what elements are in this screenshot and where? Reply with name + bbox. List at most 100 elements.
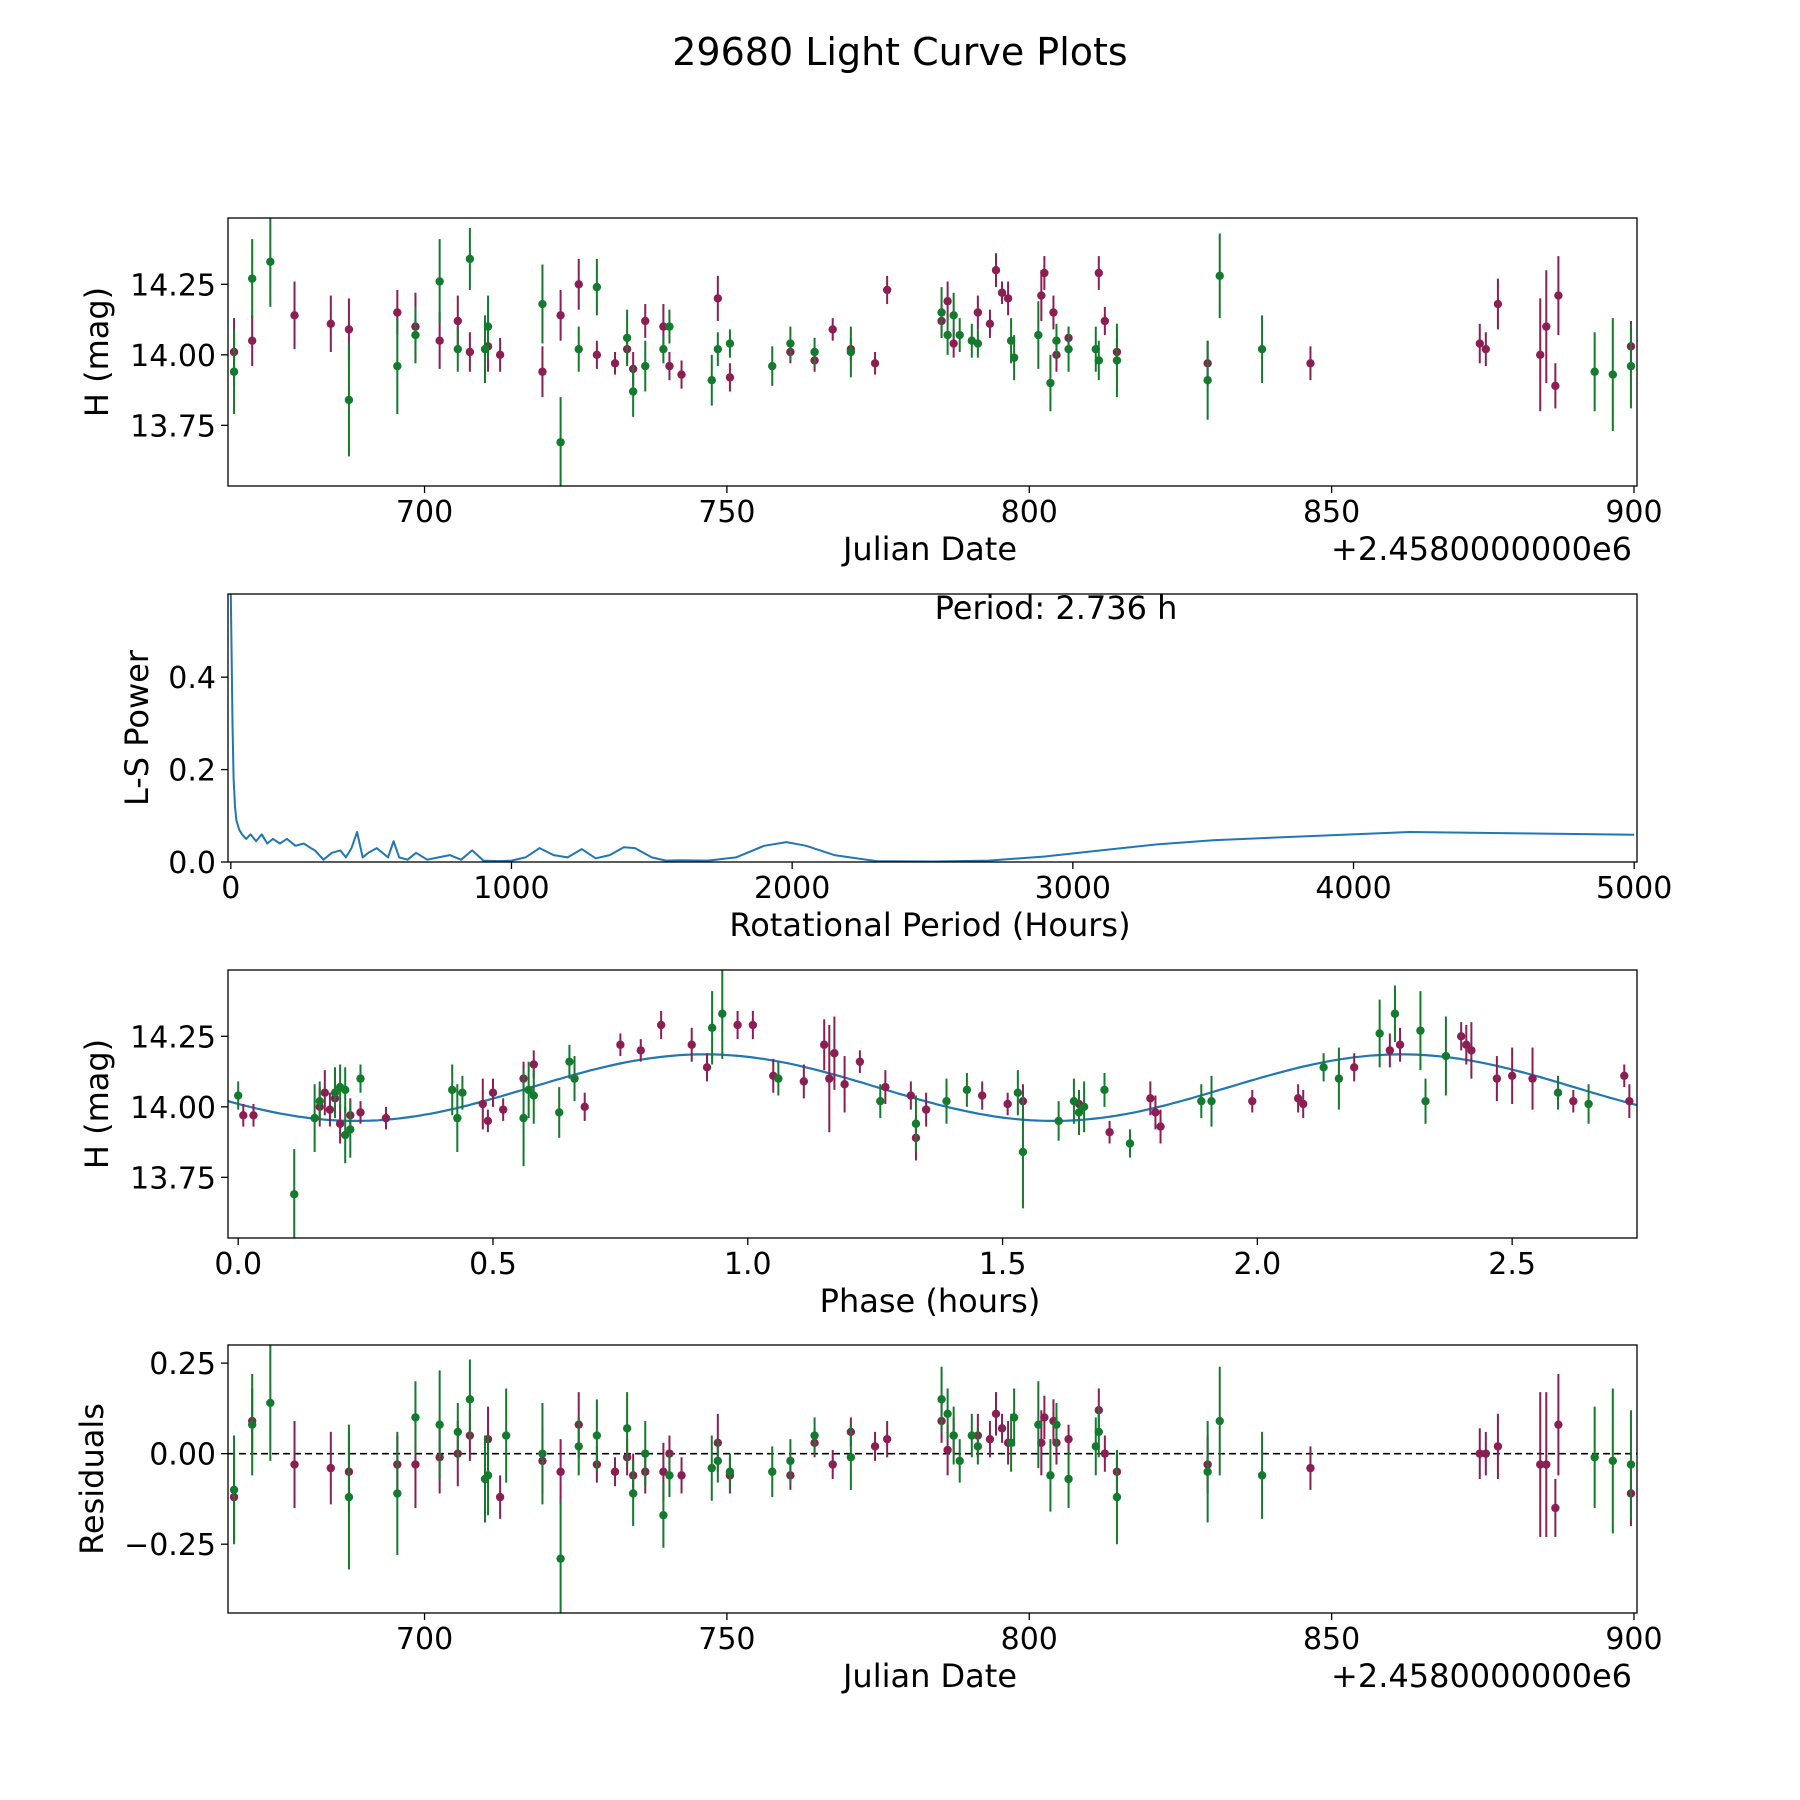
x-tick-label: 700 [396, 1622, 453, 1657]
data-point [855, 1057, 865, 1066]
data-point [1626, 1460, 1636, 1469]
data-point [1467, 1046, 1476, 1055]
data-point [1475, 1449, 1484, 1458]
data-point [1528, 1074, 1537, 1083]
data-point [949, 1431, 958, 1440]
data-point [943, 1409, 952, 1419]
data-point [876, 1096, 885, 1106]
data-point [1536, 350, 1545, 360]
data-point [247, 336, 257, 345]
data-point [1416, 1026, 1425, 1035]
data-point [393, 308, 402, 317]
data-point [1507, 1071, 1517, 1080]
data-point [495, 1492, 505, 1502]
data-point [266, 257, 275, 266]
x-tick-label: 850 [1303, 495, 1360, 530]
data-point [1091, 344, 1100, 354]
lc-marks [229, 218, 1636, 486]
data-point [656, 1020, 666, 1030]
data-point [1203, 376, 1212, 385]
data-point [435, 277, 444, 286]
data-point [229, 367, 239, 376]
data-point [707, 376, 716, 385]
data-point [344, 1492, 354, 1502]
data-point [1421, 1096, 1430, 1106]
data-point [659, 344, 668, 354]
data-point [592, 350, 602, 360]
data-point [356, 1074, 365, 1083]
panel-light-curve: 700 750 800 850 900 13.75 14.00 14.25 Julian Da… [78, 217, 1663, 568]
data-point [1620, 1071, 1629, 1080]
data-point [519, 1113, 528, 1123]
data-point [538, 367, 547, 376]
data-point [991, 1409, 1001, 1419]
data-point [786, 339, 795, 348]
data-point [955, 1456, 964, 1466]
data-point [290, 311, 299, 320]
data-point [1299, 1099, 1308, 1109]
y-tick-label: 0.2 [168, 754, 216, 789]
data-point [411, 330, 420, 340]
data-point [774, 1074, 783, 1083]
data-point [1462, 1040, 1471, 1049]
data-point [1100, 1085, 1109, 1095]
data-point [1492, 1074, 1502, 1083]
data-point [830, 1049, 839, 1058]
rs-offset-label: +2.4580000000e6 [1331, 1657, 1632, 1695]
data-point [580, 1102, 589, 1112]
data-point [1046, 378, 1055, 388]
data-point [326, 1463, 336, 1473]
data-point [1069, 1096, 1079, 1106]
data-point [1554, 1420, 1563, 1429]
data-point [1215, 271, 1224, 281]
data-point [465, 347, 475, 357]
data-point [973, 308, 983, 317]
data-point [870, 359, 880, 368]
data-point [943, 330, 952, 340]
data-point [393, 361, 402, 371]
data-point [1608, 370, 1618, 379]
data-point [713, 1456, 723, 1466]
data-point [870, 1442, 880, 1451]
data-point [636, 1046, 645, 1055]
data-point [480, 344, 490, 354]
data-point [1257, 1471, 1267, 1480]
data-point [985, 1434, 995, 1444]
data-point [943, 1445, 952, 1455]
data-point [529, 1060, 538, 1069]
data-point [1197, 1096, 1206, 1106]
data-point [344, 395, 354, 405]
y-tick-label: 14.25 [130, 1020, 216, 1055]
data-point [665, 322, 674, 331]
x-tick-label: 0.5 [469, 1247, 517, 1282]
data-point [229, 1485, 239, 1495]
data-point [556, 311, 565, 320]
plot-area [229, 594, 1635, 862]
data-point [825, 1074, 834, 1083]
data-point [524, 1085, 533, 1095]
data-point [453, 316, 462, 326]
data-point [1551, 1503, 1560, 1513]
data-point [1100, 316, 1110, 326]
data-point [1125, 1139, 1135, 1148]
data-point [610, 359, 620, 368]
x-tick-label: 4000 [1315, 871, 1391, 906]
data-point [480, 1474, 490, 1484]
data-point [677, 370, 686, 379]
data-point [529, 1091, 538, 1100]
x-tick-label: 750 [698, 1622, 755, 1657]
data-point [1203, 1467, 1212, 1476]
data-point [881, 1082, 890, 1092]
data-point [997, 1424, 1007, 1433]
data-point [341, 1085, 350, 1095]
data-point [1034, 330, 1043, 340]
data-point [1034, 1420, 1043, 1429]
data-point [335, 1119, 345, 1128]
data-point [326, 319, 336, 328]
data-point [921, 1105, 931, 1114]
data-point [1207, 1096, 1216, 1106]
data-point [1608, 1456, 1618, 1466]
data-point [320, 1088, 330, 1097]
data-point [1319, 1063, 1328, 1072]
